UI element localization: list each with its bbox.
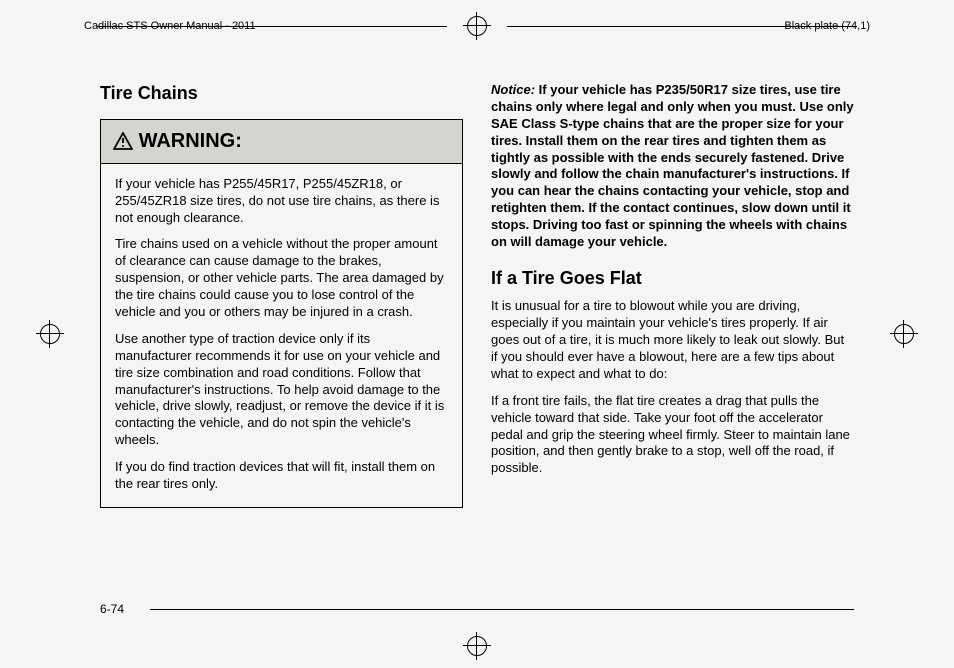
warning-paragraph: Use another type of traction device only… <box>115 331 448 449</box>
left-column: Tire Chains WARNING: If your vehicle has… <box>100 82 463 598</box>
warning-header: WARNING: <box>101 120 462 163</box>
right-registration-mark <box>864 322 944 346</box>
body-paragraph: If a front tire fails, the flat tire cre… <box>491 393 854 477</box>
warning-body: If your vehicle has P255/45R17, P255/45Z… <box>101 164 462 507</box>
flat-tire-title: If a Tire Goes Flat <box>491 267 854 290</box>
warning-paragraph: Tire chains used on a vehicle without th… <box>115 236 448 320</box>
body-paragraph: It is unusual for a tire to blowout whil… <box>491 298 854 382</box>
right-column: Notice: If your vehicle has P235/50R17 s… <box>491 82 854 598</box>
warning-paragraph: If you do find traction devices that wil… <box>115 459 448 493</box>
header-registration-mark <box>437 14 517 38</box>
left-registration-mark <box>10 322 90 346</box>
page-footer-line <box>150 609 854 610</box>
tire-chains-title: Tire Chains <box>100 82 463 105</box>
warning-box: WARNING: If your vehicle has P255/45R17,… <box>100 119 463 508</box>
page-content: Tire Chains WARNING: If your vehicle has… <box>100 82 854 598</box>
page-number: 6-74 <box>100 602 124 616</box>
warning-triangle-icon <box>113 131 133 154</box>
notice-text: If your vehicle has P235/50R17 size tire… <box>491 82 854 249</box>
notice-label: Notice: <box>491 82 535 97</box>
notice-paragraph: Notice: If your vehicle has P235/50R17 s… <box>491 82 854 251</box>
footer-registration-mark <box>437 634 517 658</box>
warning-label: WARNING: <box>139 130 242 152</box>
warning-paragraph: If your vehicle has P255/45R17, P255/45Z… <box>115 176 448 227</box>
